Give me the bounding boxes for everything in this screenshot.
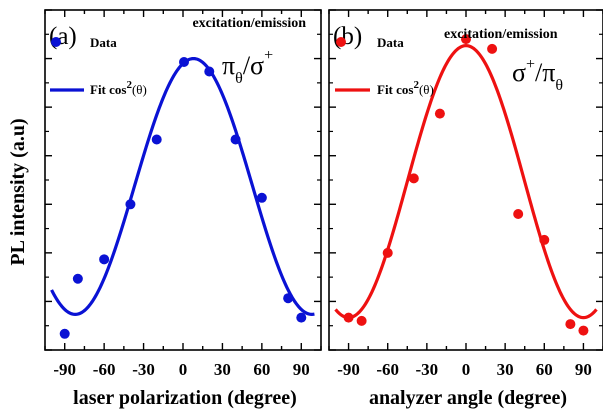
legend-fit-name: Fit cos (90, 82, 126, 97)
data-point (59, 328, 70, 339)
x-tick-label: -30 (132, 360, 155, 379)
polarization-main: σ (512, 58, 526, 87)
polarization-sup: + (526, 56, 535, 73)
x-tick-label: 90 (293, 360, 310, 379)
data-point (151, 134, 162, 145)
data-point (434, 108, 445, 119)
polarization-main: π (222, 51, 235, 80)
polarization-marker (179, 57, 189, 67)
data-point (513, 209, 524, 219)
x-tick-label: 30 (214, 360, 231, 379)
x-tick-label: 0 (179, 360, 188, 379)
data-point (487, 43, 498, 54)
excitation-emission-label: excitation/emission (444, 27, 558, 42)
polarization-separator: / (535, 58, 543, 87)
legend-fit-sup: 2 (126, 79, 132, 91)
x-tick-label: -90 (337, 360, 360, 379)
data-point (256, 192, 267, 203)
x-tick-label: -90 (53, 360, 76, 379)
data-point (356, 315, 367, 326)
legend-fit-sup: 2 (413, 79, 419, 91)
legend-fit-suffix: (θ) (419, 82, 434, 97)
data-point (99, 254, 110, 265)
x-tick-label: 60 (253, 360, 270, 379)
x-tick-label: 60 (536, 360, 553, 379)
polarization-sup-2: + (264, 47, 273, 64)
x-tick-label: 30 (497, 360, 514, 379)
y-axis-title: PL intensity (a.u) (7, 118, 29, 265)
polarization-separator: / (243, 51, 251, 80)
panel-a: -90 -60 -30 0 30 60 90 laser polarization (degr… (44, 9, 322, 409)
legend-fit-label: Fit cos2(θ) (377, 79, 434, 97)
polarization-label: σ+/πθ (512, 56, 563, 94)
polarization-sub: θ (235, 70, 243, 87)
x-tick-label: -60 (376, 360, 399, 379)
data-point (461, 34, 471, 45)
legend-fit-suffix: (θ) (132, 82, 147, 97)
polarization-main-2: π (542, 58, 555, 87)
x-axis-title: analyzer angle (degree) (369, 387, 567, 409)
data-point (296, 312, 307, 323)
data-point (125, 199, 136, 210)
data-point (343, 312, 354, 323)
x-tick-label: -60 (93, 360, 116, 379)
fit-curve (334, 44, 598, 320)
x-tick-label: 90 (575, 360, 592, 379)
data-point (72, 273, 83, 284)
x-tick-label: -30 (416, 360, 439, 379)
panel-b: -90 -60 -30 0 30 60 90 analyzer angle (degree) (… (328, 9, 603, 409)
data-point (230, 134, 241, 145)
legend-data-marker (51, 37, 61, 47)
polarization-main-2: σ (250, 51, 264, 80)
data-point (408, 173, 419, 184)
legend-data-label: Data (90, 35, 117, 50)
x-axis-title: laser polarization (degree) (73, 387, 297, 409)
panel-label: (b) (333, 23, 362, 50)
x-tick-label: 0 (462, 360, 471, 379)
data-point (578, 325, 589, 336)
legend-fit-label: Fit cos2(θ) (90, 79, 147, 97)
legend-data-marker (336, 37, 346, 47)
data-point (283, 293, 294, 304)
excitation-emission-label: excitation/emission (192, 16, 306, 31)
data-point (382, 247, 393, 258)
legend-data-label: Data (377, 35, 404, 50)
legend-fit-name: Fit cos (377, 82, 413, 97)
data-point (204, 66, 215, 77)
polarization-label: πθ/σ+ (222, 47, 273, 87)
polarization-sub-2: θ (555, 77, 563, 94)
data-point (565, 319, 576, 330)
data-point (539, 234, 550, 245)
